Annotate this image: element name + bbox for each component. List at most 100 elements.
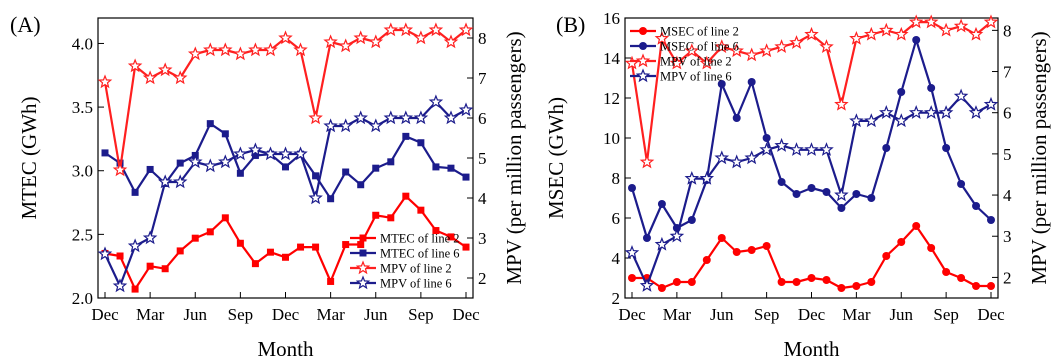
data-point — [458, 102, 474, 117]
data-point — [849, 30, 864, 45]
data-point — [642, 234, 651, 242]
data-point — [972, 282, 981, 290]
legend-swatch-marker — [635, 53, 651, 68]
data-point — [672, 278, 681, 286]
data-point — [714, 150, 730, 165]
data-point — [822, 276, 831, 284]
data-point — [293, 146, 308, 161]
y-left-tick-label: 12 — [603, 89, 620, 108]
data-point — [157, 174, 173, 189]
data-point — [953, 18, 969, 33]
data-point — [282, 253, 289, 261]
x-tick-label: Dec — [91, 305, 119, 324]
data-point — [218, 154, 233, 169]
y-left-tick-label: 8 — [612, 169, 621, 188]
data-point — [97, 74, 113, 89]
data-point — [413, 110, 429, 125]
x-tick-label: Mar — [663, 305, 692, 324]
data-point — [837, 204, 846, 212]
data-point — [432, 227, 440, 235]
data-point — [729, 43, 744, 58]
data-point — [744, 150, 759, 165]
data-point — [624, 245, 640, 259]
data-point — [774, 39, 789, 54]
data-point — [792, 278, 801, 286]
x-tick-label: Dec — [798, 305, 826, 324]
x-tick-label: Dec — [977, 305, 1005, 324]
legend-swatch-marker — [639, 42, 647, 50]
y-left-tick-label: 2.5 — [72, 225, 93, 244]
data-point — [807, 274, 816, 282]
y-right-tick-label: 2 — [1003, 268, 1012, 287]
data-point — [357, 241, 365, 249]
x-tick-label: Mar — [136, 305, 165, 324]
data-point — [221, 214, 229, 222]
x-tick-label: Mar — [842, 305, 871, 324]
data-point — [684, 43, 700, 58]
data-point — [443, 34, 459, 49]
data-point — [413, 30, 429, 45]
data-point — [822, 188, 831, 196]
data-point — [882, 144, 891, 152]
data-point — [203, 42, 218, 57]
data-point — [131, 188, 139, 196]
data-point — [983, 96, 999, 111]
data-point — [338, 118, 353, 133]
series-line — [104, 122, 467, 200]
data-point — [867, 278, 876, 286]
legend-swatch-marker — [639, 27, 647, 35]
data-point — [957, 180, 966, 188]
data-point — [912, 222, 921, 230]
data-point — [852, 282, 861, 290]
data-point — [372, 211, 380, 219]
data-point — [714, 39, 730, 54]
data-point — [923, 105, 939, 119]
data-point — [387, 214, 395, 222]
data-point — [953, 88, 969, 103]
data-point — [834, 96, 849, 111]
data-point — [717, 80, 726, 88]
legend-label: MSEC of line 6 — [660, 40, 739, 54]
y-left-axis-title: MSEC (GWh) — [544, 97, 568, 219]
data-point — [187, 154, 203, 169]
data-point — [684, 170, 700, 185]
data-point — [127, 58, 143, 73]
data-point — [804, 26, 819, 41]
data-point — [248, 142, 263, 157]
y-right-tick-label: 7 — [478, 69, 487, 88]
data-point — [458, 22, 474, 37]
data-point — [233, 46, 248, 61]
data-point — [323, 118, 338, 133]
data-point — [987, 282, 995, 290]
y-right-tick-label: 4 — [1003, 186, 1012, 205]
data-point — [417, 206, 425, 214]
data-point — [942, 268, 951, 276]
data-point — [908, 14, 924, 29]
data-point — [428, 22, 444, 37]
legend-swatch-marker — [355, 260, 371, 275]
data-point — [266, 248, 274, 256]
chart-panel-a: (A) 2.0 2.5 3.0 3.5 4.0 2 3 4 5 6 7 8 Dec Mar Jun Sep Dec… — [10, 12, 526, 361]
data-point — [383, 110, 399, 125]
data-point — [172, 70, 188, 85]
data-point — [669, 228, 685, 243]
y-left-tick-label: 2.0 — [72, 289, 93, 308]
data-point — [867, 194, 876, 202]
y-right-tick-label: 5 — [478, 149, 487, 168]
series-msec-of-line-2 — [628, 222, 995, 292]
data-point — [972, 202, 981, 210]
data-point — [777, 278, 786, 286]
y-right-tick-label: 7 — [1003, 63, 1012, 82]
legend-swatch-marker — [635, 68, 651, 83]
panel-label: (B) — [556, 12, 585, 37]
x-tick-label: Dec — [272, 305, 300, 324]
x-tick-label: Sep — [408, 305, 434, 324]
data-point — [938, 105, 954, 119]
data-point — [187, 46, 203, 61]
data-point — [353, 30, 368, 45]
data-point — [97, 246, 113, 261]
data-point — [447, 233, 455, 241]
legend-swatch-marker — [355, 275, 371, 290]
data-point — [938, 22, 954, 37]
